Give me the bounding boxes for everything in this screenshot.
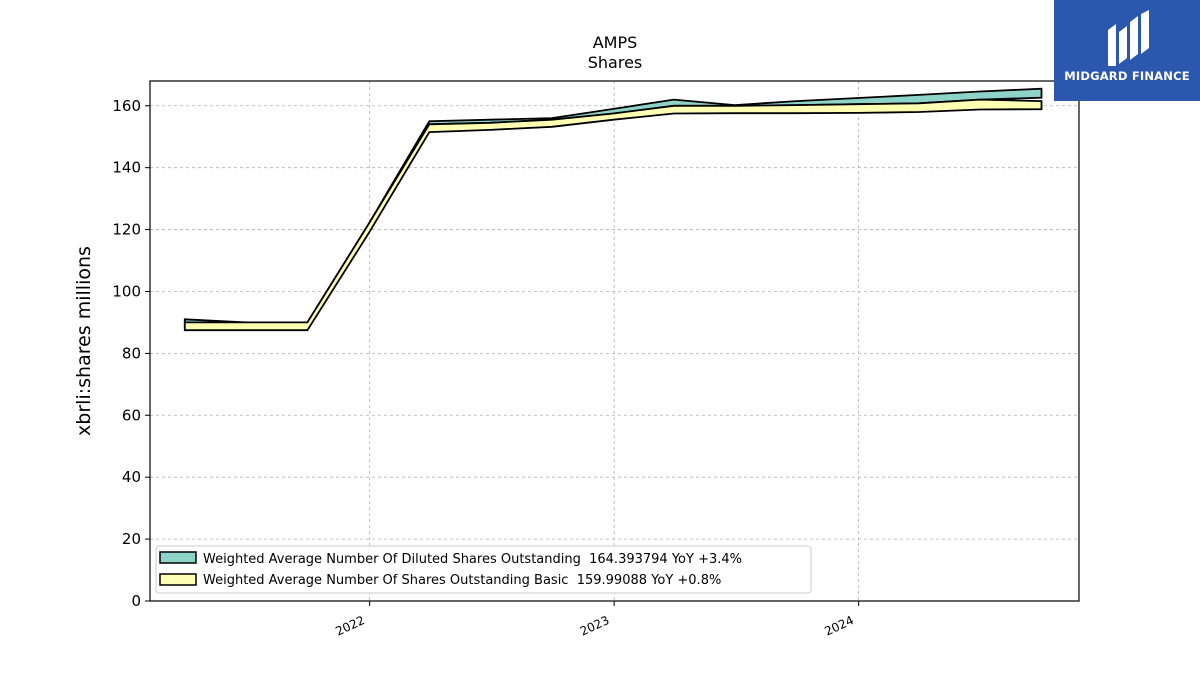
x-tick-label: 2022 xyxy=(333,613,367,639)
x-tick-label: 2024 xyxy=(822,613,856,639)
legend-swatch-diluted xyxy=(159,551,197,564)
y-tick-label: 160 xyxy=(112,97,141,115)
y-tick-label: 80 xyxy=(122,344,141,362)
logo-mark-icon xyxy=(1108,10,1149,66)
grid-lines xyxy=(150,81,1079,602)
y-tick-label: 60 xyxy=(122,406,141,424)
series-areas xyxy=(183,87,1043,332)
legend-swatch-basic xyxy=(159,573,197,586)
y-axis-ticks: 0 20 40 60 80 100 120 140 160 xyxy=(112,97,150,610)
y-tick-label: 140 xyxy=(112,159,141,177)
y-tick-label: 20 xyxy=(122,530,141,548)
y-tick-label: 100 xyxy=(112,282,141,300)
legend-box xyxy=(155,545,812,594)
logo-text: MIDGARD FINANCE xyxy=(1064,69,1190,83)
midgard-finance-logo: MIDGARD FINANCE xyxy=(1054,0,1200,101)
chart-subtitle: Shares xyxy=(588,53,643,72)
x-tick-label: 2023 xyxy=(578,613,612,639)
legend: Weighted Average Number Of Diluted Share… xyxy=(155,545,812,594)
legend-label-diluted: Weighted Average Number Of Diluted Share… xyxy=(203,552,742,567)
y-tick-label: 0 xyxy=(131,592,141,610)
x-axis-ticks: 2022 2023 2024 xyxy=(333,601,860,639)
series-band-0 xyxy=(183,87,1043,330)
series-band-1 xyxy=(183,98,1043,332)
chart-title: AMPS xyxy=(593,33,638,52)
y-tick-label: 40 xyxy=(122,468,141,486)
y-tick-label: 120 xyxy=(112,221,141,239)
y-axis-label: xbrli:shares millions xyxy=(73,246,95,436)
legend-label-basic: Weighted Average Number Of Shares Outsta… xyxy=(203,573,721,588)
